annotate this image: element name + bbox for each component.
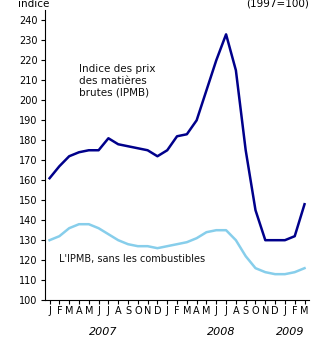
Text: 2009: 2009 — [276, 327, 304, 337]
Text: indice: indice — [18, 0, 49, 9]
Text: (1997=100): (1997=100) — [247, 0, 309, 9]
Text: 2007: 2007 — [89, 327, 118, 337]
Text: L'IPMB, sans les combustibles: L'IPMB, sans les combustibles — [59, 254, 205, 264]
Text: 2008: 2008 — [207, 327, 235, 337]
Text: Indice des prix
des matières
brutes (IPMB): Indice des prix des matières brutes (IPM… — [79, 64, 155, 98]
